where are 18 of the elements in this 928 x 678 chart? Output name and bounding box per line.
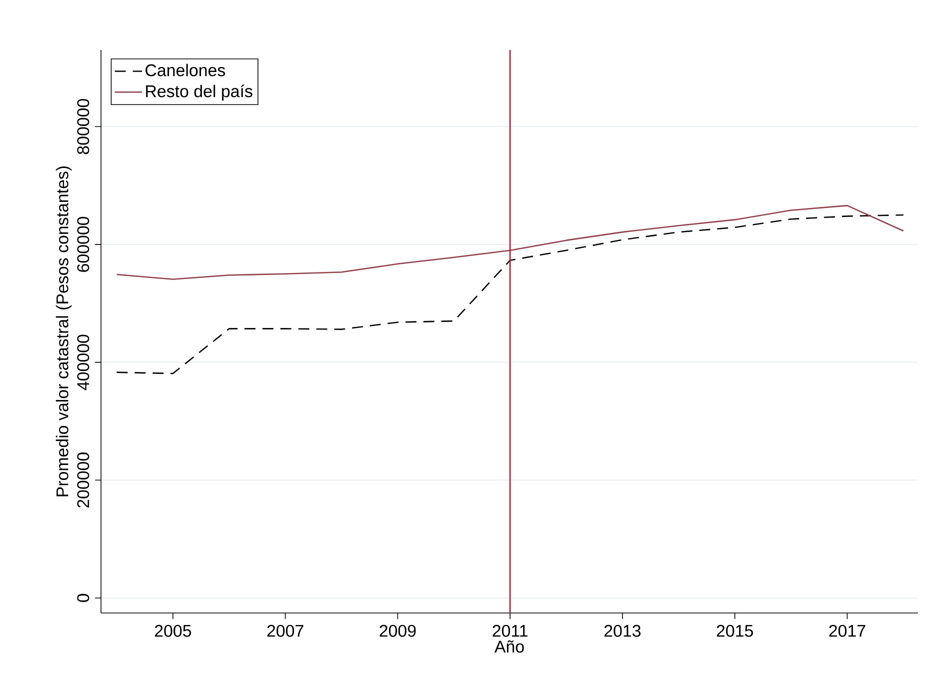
- legend-label: Canelones: [146, 64, 226, 76]
- y-tick-label: 0: [77, 594, 90, 602]
- y-axis-title: Promedio valor catastral (Pesos constantes): [56, 166, 72, 496]
- y-tick-label: 600000: [77, 216, 90, 272]
- x-tick-label: 2009: [380, 624, 416, 637]
- y-tick-label: 800000: [77, 99, 90, 154]
- x-tick-label: 2017: [829, 624, 866, 637]
- line-series: [116, 214, 904, 374]
- legend-label: Resto del país: [146, 84, 252, 101]
- x-tick-label: 2013: [604, 624, 641, 637]
- x-tick-label: 2007: [267, 624, 304, 637]
- y-tick-label: 200000: [77, 452, 90, 508]
- line-series: [116, 204, 904, 280]
- x-tick-label: 2015: [716, 624, 753, 637]
- x-axis-title: Año: [494, 640, 524, 653]
- x-tick-label: 2011: [492, 624, 528, 637]
- y-tick-label: 400000: [77, 334, 90, 390]
- x-tick-label: 2005: [154, 624, 192, 637]
